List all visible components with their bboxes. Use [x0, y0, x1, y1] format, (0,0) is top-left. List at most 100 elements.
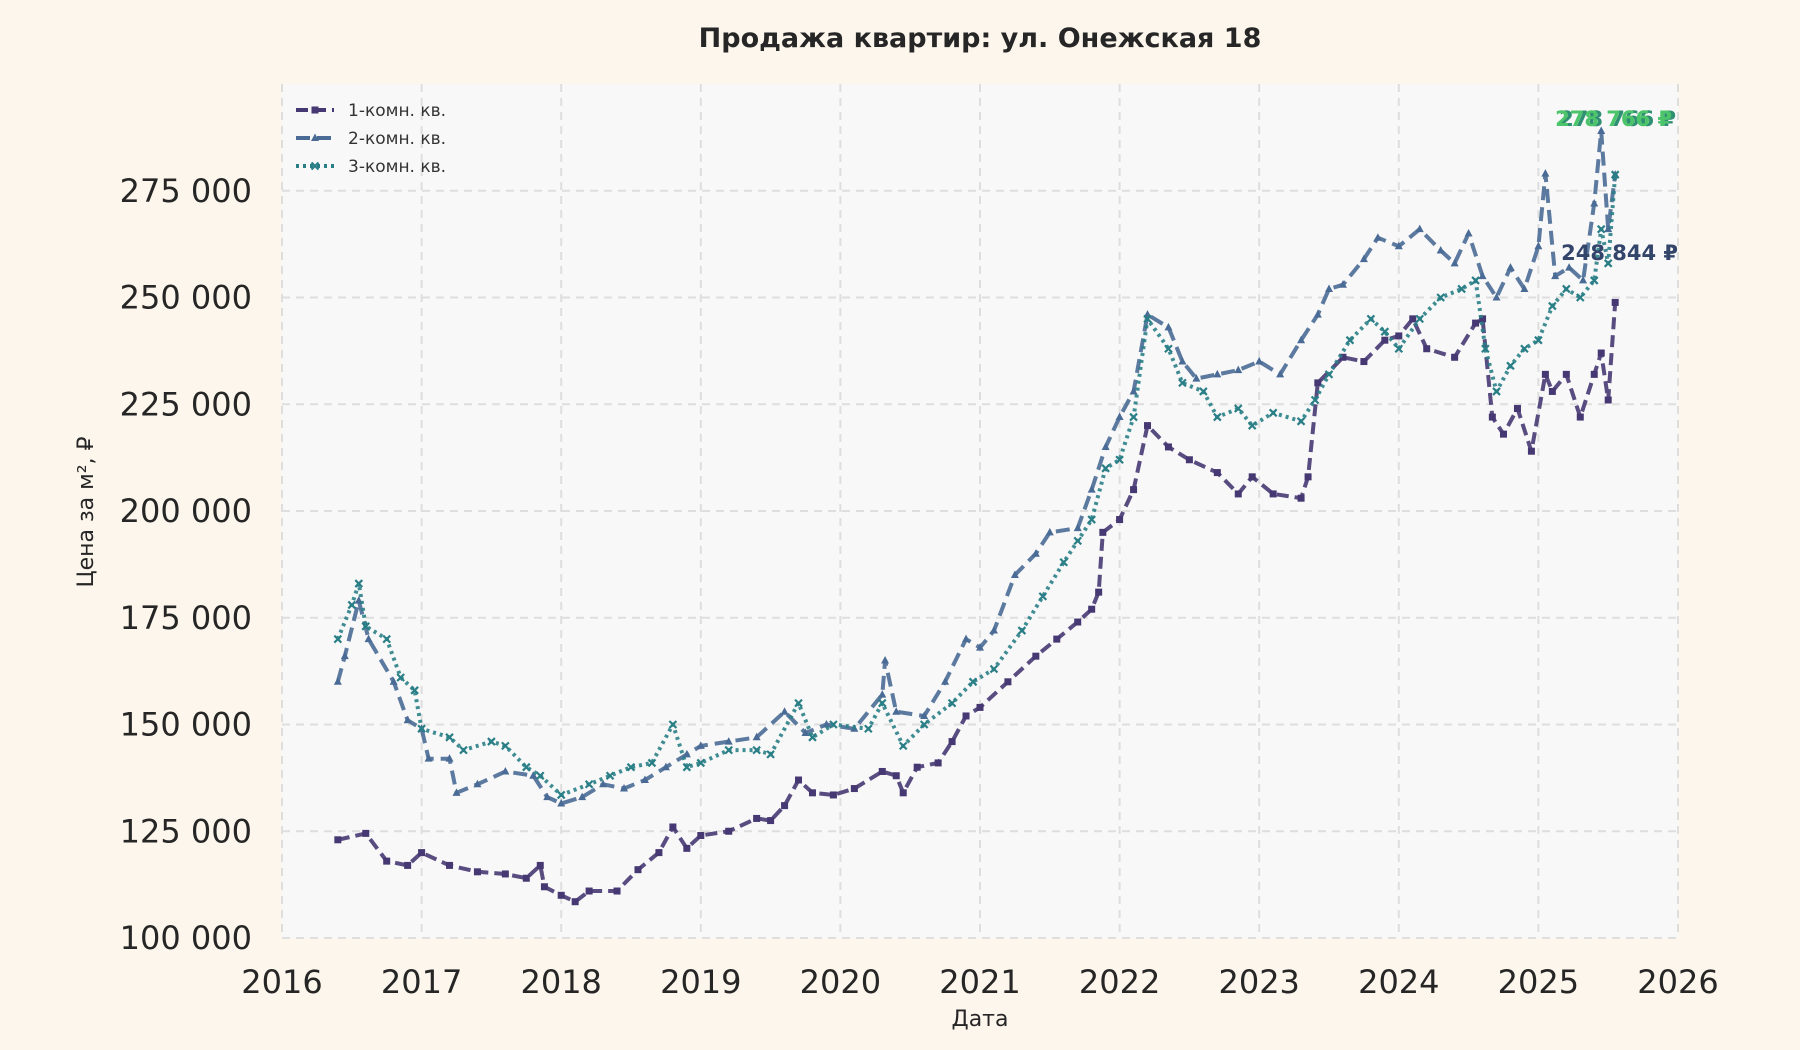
y-tick-label: 175 000: [120, 599, 252, 637]
data-point: [501, 766, 510, 775]
data-point: [445, 733, 454, 742]
data-point: [920, 711, 929, 719]
data-point: [1359, 254, 1368, 263]
data-point: [934, 759, 942, 767]
data-point: [311, 133, 319, 141]
data-point: [1520, 284, 1529, 292]
data-point: [878, 767, 886, 775]
data-point: [459, 745, 468, 755]
data-point: [647, 758, 657, 768]
data-point: [1562, 284, 1571, 294]
data-point: [446, 861, 454, 869]
data-point: [1269, 490, 1277, 498]
data-point: [696, 758, 706, 768]
y-tick-label: 250 000: [120, 279, 252, 317]
data-point: [1589, 276, 1599, 285]
data-point: [1032, 652, 1040, 660]
data-point: [1276, 369, 1285, 378]
data-point: [452, 788, 461, 796]
data-point: [487, 737, 496, 746]
data-point: [1415, 314, 1425, 324]
data-point: [829, 791, 837, 799]
data-point: [535, 771, 545, 781]
data-point: [1038, 592, 1048, 601]
series-3: [333, 170, 1620, 800]
data-point: [919, 720, 929, 729]
data-point: [640, 775, 649, 784]
data-point: [781, 802, 789, 810]
data-point: [501, 741, 510, 751]
data-point: [1471, 276, 1480, 285]
data-point: [1610, 170, 1620, 179]
axes: 2016 2017 2018 2019 2020 2021 2022 2023 2024 2025…: [120, 172, 1719, 1001]
series: 248 844 ₽ 278 766 ₽278 766 ₽: [333, 107, 1678, 906]
data-point: [557, 891, 565, 899]
data-point: [536, 861, 544, 869]
data-point: [1534, 241, 1543, 250]
x-tick-label: 2026: [1637, 963, 1718, 1001]
data-point: [1185, 456, 1193, 464]
series-end-label: 278 766 ₽: [1559, 107, 1676, 131]
data-point: [1423, 345, 1431, 353]
data-point: [767, 817, 775, 825]
data-point: [1087, 515, 1096, 524]
data-point: [1492, 293, 1501, 301]
data-point: [361, 622, 371, 631]
legend-label: 1-комн. кв.: [348, 101, 446, 121]
data-point: [383, 857, 391, 865]
data-point: [794, 698, 803, 708]
data-point: [1366, 314, 1376, 324]
data-point: [724, 745, 733, 755]
data-point: [1101, 464, 1110, 473]
data-point: [976, 643, 984, 651]
data-point: [808, 789, 816, 797]
data-point: [334, 836, 342, 844]
data-point: [620, 784, 629, 792]
x-tick-label: 2016: [241, 963, 322, 1001]
data-point: [669, 823, 677, 831]
data-point: [1324, 370, 1334, 379]
x-tick-label: 2025: [1498, 963, 1579, 1001]
data-point: [543, 792, 552, 801]
data-point: [780, 707, 789, 715]
data-point: [1596, 224, 1606, 234]
data-point: [1576, 293, 1585, 302]
data-point: [878, 690, 887, 698]
data-point: [584, 780, 594, 789]
data-point: [1129, 386, 1138, 395]
data-point: [1178, 378, 1187, 388]
data-point: [1590, 370, 1598, 378]
data-point: [881, 655, 890, 664]
data-point: [578, 792, 587, 801]
data-point: [683, 844, 691, 852]
data-point: [599, 779, 608, 788]
data-point: [613, 887, 621, 895]
data-point: [1597, 126, 1606, 134]
data-point: [913, 763, 921, 771]
data-point: [1164, 344, 1173, 354]
data-point: [410, 686, 419, 695]
series-end-label: 248 844 ₽: [1561, 241, 1678, 265]
data-point: [1360, 358, 1368, 366]
data-point: [1248, 473, 1256, 481]
data-point: [1247, 421, 1257, 430]
data-point: [1548, 387, 1556, 395]
data-point: [1541, 169, 1550, 177]
data-point: [1059, 557, 1069, 567]
data-point: [1338, 280, 1347, 288]
data-point: [1297, 494, 1305, 502]
data-point: [766, 750, 775, 759]
data-point: [1464, 228, 1473, 237]
data-point: [682, 749, 691, 758]
data-point: [396, 673, 405, 682]
data-point: [1073, 523, 1082, 532]
data-point: [1310, 395, 1320, 405]
data-point: [333, 634, 343, 644]
data-point: [1297, 335, 1306, 344]
x-tick-label: 2022: [1079, 963, 1160, 1001]
data-point: [362, 829, 370, 837]
data-point: [340, 651, 349, 660]
data-point: [1527, 447, 1535, 455]
data-point: [310, 161, 320, 171]
data-point: [1492, 387, 1501, 396]
